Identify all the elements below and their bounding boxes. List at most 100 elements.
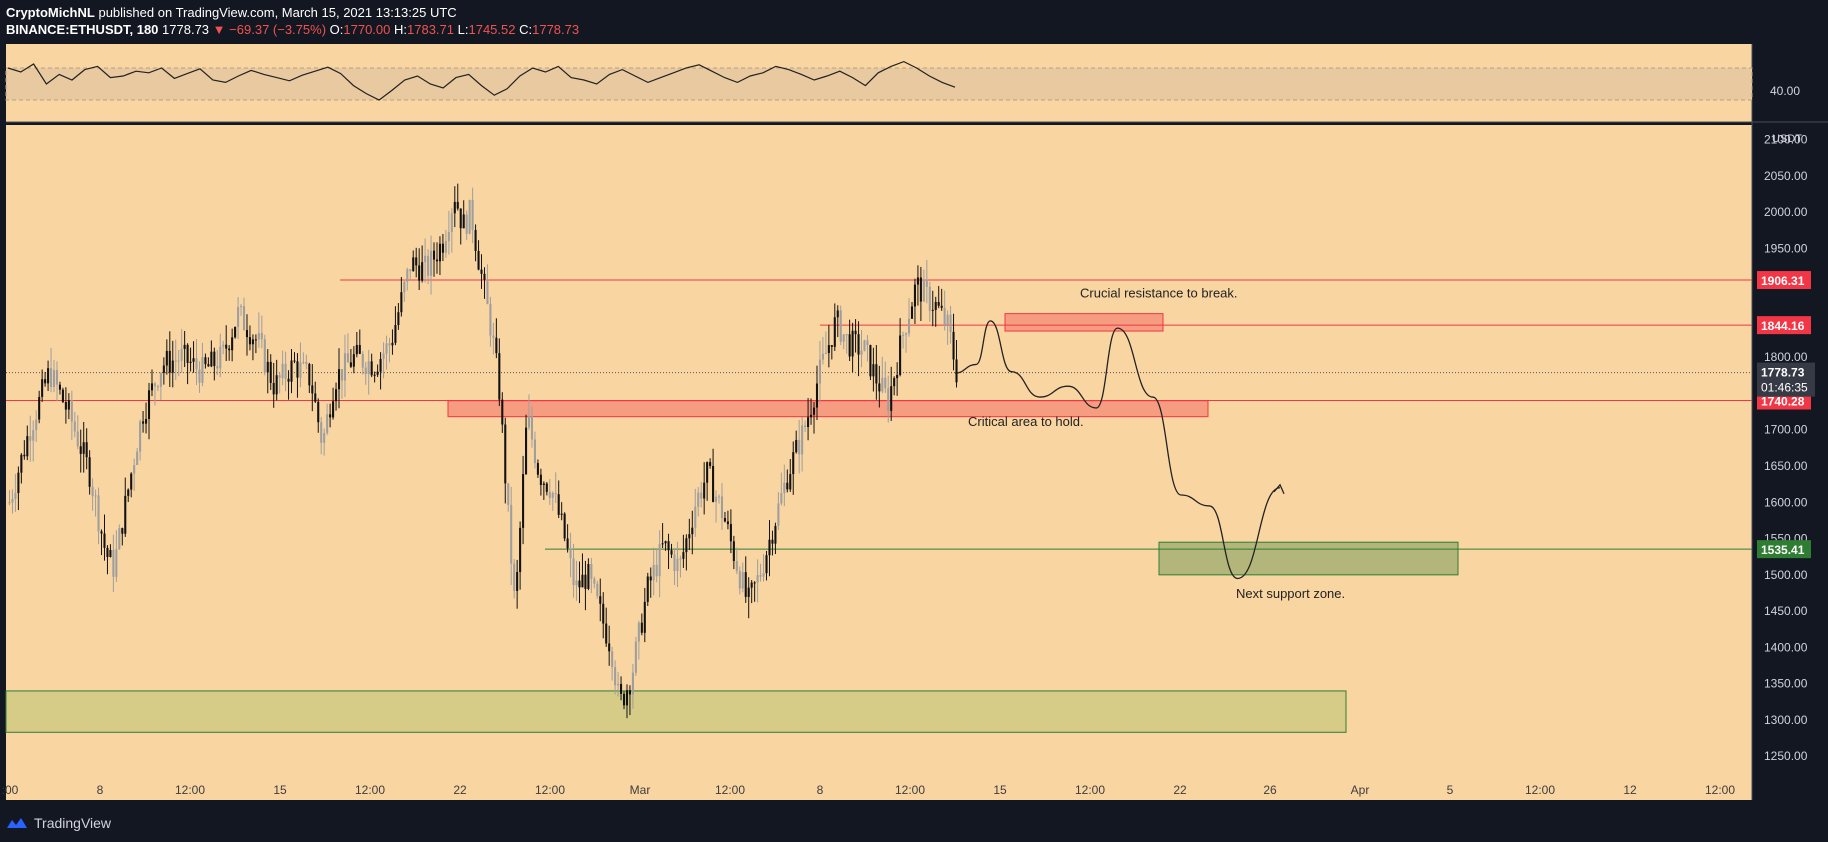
y-tick-label-0: 1250.00 [1764, 749, 1808, 763]
y-tick-label-9: 1700.00 [1764, 423, 1808, 437]
candle-body [513, 563, 516, 591]
candle-body [382, 353, 385, 359]
candle-body [201, 357, 204, 383]
x-tick-label-2: 12:00 [175, 783, 205, 797]
candle-body [150, 383, 154, 391]
candle-body [349, 362, 352, 367]
candle-body [893, 378, 896, 387]
rsi-axis-label: 40.00 [1770, 84, 1800, 98]
candle-body [156, 386, 159, 388]
candle-body [61, 389, 64, 403]
candle-body [946, 314, 949, 325]
candle-body [76, 431, 79, 447]
candle-body [741, 572, 744, 589]
candle-body [801, 425, 804, 455]
candle-body [890, 386, 893, 411]
candle-body [52, 370, 56, 388]
candle-body [486, 279, 489, 304]
rsi-band [5, 67, 1753, 101]
candle-body [32, 430, 35, 441]
high-label: H: [394, 22, 408, 37]
candle-body [453, 201, 456, 214]
candle-body [118, 528, 121, 550]
candle-body [237, 307, 240, 327]
y-tick-label-15: 2000.00 [1764, 205, 1808, 219]
candle-body [887, 388, 890, 411]
footer: TradingView [6, 812, 111, 834]
candle-body [501, 399, 504, 425]
candle-body [738, 571, 741, 589]
level-label-0: 1906.31 [1761, 274, 1805, 288]
candle-body [720, 496, 724, 519]
candle-body [548, 491, 551, 498]
candle-body [444, 241, 447, 253]
last-price: 1778.73 [162, 22, 210, 37]
candle-body [64, 402, 67, 410]
candle-body [109, 549, 112, 557]
candle-body [818, 359, 821, 384]
candle-body [231, 337, 234, 351]
candle-body [430, 250, 433, 276]
candle-body [415, 257, 418, 266]
candle-body [427, 255, 430, 276]
candle-body [174, 360, 177, 362]
y-tick-label-8: 1650.00 [1764, 459, 1808, 473]
candle-body [26, 436, 29, 457]
candle-body [786, 482, 789, 490]
candle-body [631, 672, 634, 695]
candle-body [747, 587, 750, 597]
candle-body [581, 574, 584, 588]
tradingview-brand[interactable]: TradingView [34, 815, 112, 831]
candle-body [207, 364, 210, 367]
candle-body [557, 494, 560, 515]
candle-body [679, 558, 682, 560]
candle-body [643, 601, 646, 633]
author-name[interactable]: CryptoMichNL [6, 5, 95, 20]
candle-body [664, 541, 667, 544]
candle-body [269, 361, 272, 383]
x-tick-label-1: 8 [97, 783, 104, 797]
x-tick-label-15: Apr [1351, 783, 1370, 797]
candle-body [842, 334, 845, 342]
candle-body [373, 374, 376, 376]
candle-body [489, 303, 492, 336]
candle-body [480, 269, 483, 274]
lower-demand-zone [5, 690, 1347, 733]
candle-body [450, 213, 453, 233]
y-tick-label-1: 1300.00 [1764, 713, 1808, 727]
candle-body [130, 473, 133, 490]
candle-body [516, 572, 519, 591]
symbol-label[interactable]: BINANCE:ETHUSDT, 180 [6, 22, 159, 37]
candle-body [804, 425, 807, 428]
candle-body [272, 382, 275, 395]
y-tick-label-3: 1400.00 [1764, 640, 1808, 654]
candle-body [510, 504, 513, 564]
candle-body [569, 548, 572, 559]
candle-body [700, 492, 703, 499]
x-tick-label-17: 12:00 [1525, 783, 1555, 797]
candle-body [400, 292, 403, 313]
candle-body [536, 463, 539, 475]
level-label-bg-0 [1757, 271, 1811, 290]
candle-body [225, 344, 228, 349]
candle-body [845, 334, 848, 336]
ohlc-line: BINANCE:ETHUSDT, 180 1778.73 ▼ −69.37 (−… [6, 21, 1822, 38]
candle-body [323, 433, 326, 443]
candle-body [73, 421, 76, 432]
current-price-label: 1778.73 [1761, 366, 1805, 380]
candle-body [370, 361, 373, 376]
candle-body [691, 527, 694, 535]
candle-body [658, 544, 661, 577]
candle-body [673, 554, 676, 572]
candle-body [311, 385, 314, 394]
candle-body [646, 576, 649, 602]
candle-body [881, 377, 884, 392]
candle-body [242, 306, 246, 331]
candle-body [278, 375, 281, 378]
candle-body [296, 361, 299, 378]
low-value: 1745.52 [468, 22, 516, 37]
candle-body [47, 368, 50, 384]
candle-body [637, 622, 640, 642]
candle-body [712, 465, 715, 502]
